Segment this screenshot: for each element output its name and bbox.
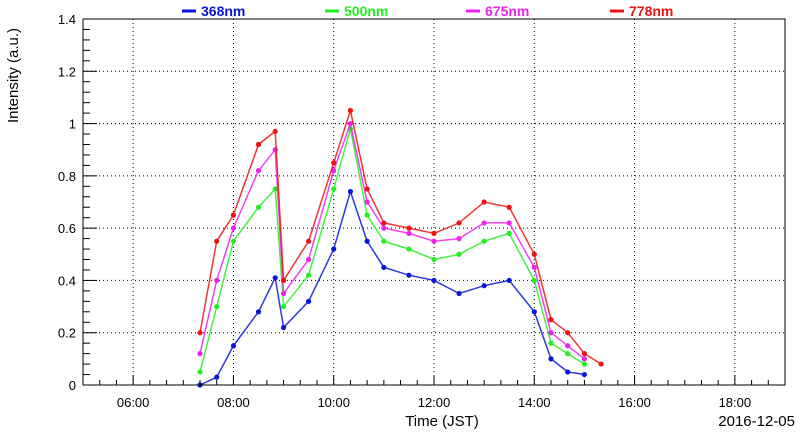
legend-label-500nm: 500nm: [344, 3, 388, 19]
y-tick-label: 0.2: [58, 326, 76, 341]
y-tick-label: 1: [69, 117, 76, 132]
legend-label-368nm: 368nm: [201, 3, 245, 19]
data-point-500nm: [197, 369, 203, 375]
x-tick-label: 10:00: [317, 395, 350, 410]
y-tick-label: 0.4: [58, 273, 76, 288]
legend-label-675nm: 675nm: [485, 3, 529, 19]
series-line-368nm: [199, 188, 585, 386]
grid-lines: [83, 19, 785, 385]
series-line-675nm: [199, 120, 585, 360]
x-tick-label: 14:00: [518, 395, 551, 410]
x-axis-label: Time (JST): [405, 413, 479, 430]
x-tick-label: 12:00: [418, 395, 451, 410]
series-675nm: [197, 120, 588, 362]
x-tick-label: 06:00: [117, 395, 150, 410]
data-point-778nm: [197, 330, 203, 336]
data-point-368nm: [581, 371, 588, 378]
y-tick-label: 0: [69, 378, 76, 393]
y-tick-label: 1.2: [58, 64, 76, 79]
series-line-778nm: [199, 107, 602, 365]
x-tick-label: 18:00: [719, 395, 752, 410]
data-points: [197, 107, 604, 388]
y-tick-label: 0.6: [58, 221, 76, 236]
series-line-500nm: [199, 128, 585, 373]
date-label: 2016-12-05: [718, 413, 795, 430]
x-tick-label: 08:00: [217, 395, 250, 410]
y-tick-label: 1.4: [58, 12, 76, 27]
series-778nm: [197, 107, 604, 367]
legend-label-778nm: 778nm: [629, 3, 673, 19]
series-368nm: [197, 188, 588, 388]
series-500nm: [197, 126, 588, 375]
axis-ticks: 06:00 08:00 10:00 12:00 14:00 16:00 18:00 0 0.2 0…: [58, 12, 786, 410]
x-tick-label: 16:00: [618, 395, 651, 410]
legend: 368nm 500nm 675nm 778nm: [182, 3, 673, 19]
y-tick-label: 0.8: [58, 169, 76, 184]
data-point-675nm: [197, 351, 203, 357]
y-axis-label: Intensity (a.u.): [5, 28, 22, 123]
